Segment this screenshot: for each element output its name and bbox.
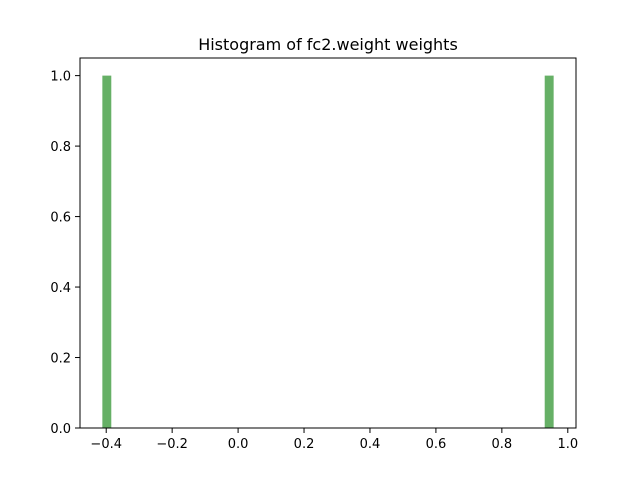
histogram-bar: [102, 75, 112, 428]
chart-title: Histogram of fc2.weight weights: [198, 35, 458, 54]
y-tick-label: 0.0: [50, 422, 71, 437]
y-tick-label: 0.4: [50, 281, 71, 296]
bars-group: [102, 75, 554, 428]
x-tick-label: −0.4: [90, 437, 122, 452]
y-tick-label: 0.2: [50, 352, 71, 367]
x-tick-label: 0.4: [360, 437, 381, 452]
x-tick-label: 1.0: [557, 437, 578, 452]
x-axis: −0.4 −0.2 0.0 0.2 0.4 0.6 0.8 1.0: [90, 428, 578, 452]
y-tick-label: 1.0: [50, 70, 71, 85]
plot-frame: [79, 57, 577, 429]
y-axis: 0.0 0.2 0.4 0.6 0.8 1.0: [50, 70, 80, 437]
y-tick-label: 0.8: [50, 140, 71, 155]
x-tick-label: 0.6: [426, 437, 447, 452]
x-tick-label: −0.2: [156, 437, 188, 452]
x-tick-label: 0.2: [294, 437, 315, 452]
histogram-bar: [544, 75, 554, 428]
y-tick-label: 0.6: [50, 211, 71, 226]
x-tick-label: 0.8: [492, 437, 513, 452]
x-tick-label: 0.0: [228, 437, 249, 452]
